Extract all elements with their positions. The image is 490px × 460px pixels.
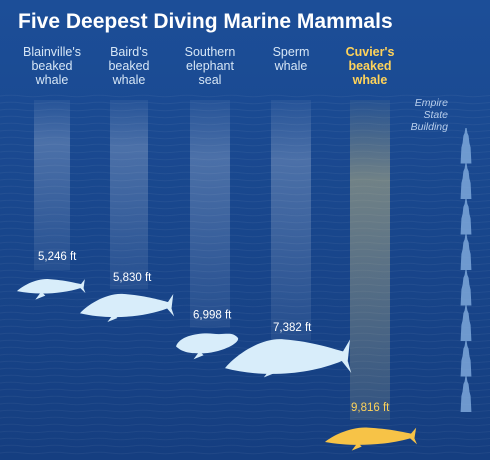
value-labels: 5,246 ft 5,830 ft 6,998 ft 7,382 ft 9,816 ft [38,251,390,414]
value-label-cuviers-beaked-whale: 9,816 ft [351,402,390,414]
value-label-blainvilles-beaked-whale: 5,246 ft [38,251,77,263]
reference-label-text: Empire State Building [411,97,449,133]
value-label-southern-elephant-seal: 6,998 ft [193,310,232,322]
empire-state-building-icon [460,305,472,341]
empire-state-building-icon [460,270,472,306]
category-label-bairds-beaked-whale: Baird's beaked whale [108,45,149,87]
southern-elephant-seal-icon [176,333,239,360]
chart-title: Five Deepest Diving Marine Mammals [18,10,393,33]
empire-state-building-icon [460,234,472,270]
depth-bar-sperm-whale [271,100,311,341]
empire-state-building-icon [460,163,472,199]
animals [17,279,418,451]
empire-state-building-icon [460,341,472,377]
reference-label: Empire State Building [411,97,449,133]
depth-bar-bairds-beaked-whale [110,100,148,290]
empire-state-building-icon [460,199,472,235]
depth-bar-cuviers-beaked-whale [350,100,390,420]
sperm-whale-icon [225,339,352,378]
category-label-southern-elephant-seal: Southern elephant seal [185,45,236,87]
value-label-bairds-beaked-whale: 5,830 ft [113,272,152,284]
category-label-blainvilles-beaked-whale: Blainville's beaked whale [23,45,81,87]
building-column [460,128,472,412]
bairds-beaked-whale-icon [80,293,175,323]
depth-beams [34,100,390,420]
wave-texture [0,94,490,455]
category-label-sperm-whale: Sperm whale [273,45,310,73]
empire-state-building-icon [460,128,472,164]
value-label-sperm-whale: 7,382 ft [273,322,312,334]
blainvilles-beaked-whale-icon [17,279,86,300]
category-label-cuviers-beaked-whale: Cuvier's beaked whale [346,45,395,87]
category-labels: Blainville's beaked whale Baird's beaked whal… [23,45,394,87]
empire-state-building-icon [460,376,472,412]
depth-bar-blainvilles-beaked-whale [34,100,70,271]
cuviers-beaked-whale-icon [325,427,418,451]
depth-bar-southern-elephant-seal [190,100,230,328]
